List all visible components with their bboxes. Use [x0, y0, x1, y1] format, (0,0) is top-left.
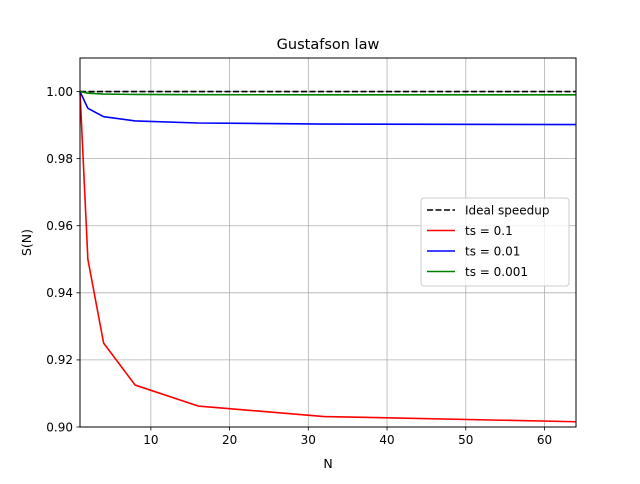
y-axis-label: S(N) — [19, 229, 34, 256]
legend-label: ts = 0.1 — [465, 224, 513, 238]
x-axis-label: N — [323, 456, 332, 471]
legend-label: ts = 0.01 — [465, 244, 520, 258]
x-tick-label: 60 — [537, 433, 552, 447]
axis-ticks: 10 20 30 40 50 60 0.90 0.92 0.94 0.96 0.98 1.00 — [46, 85, 552, 447]
chart-title: Gustafson law — [277, 37, 380, 53]
legend-label: Ideal speedup — [465, 203, 550, 217]
plot-frame — [79, 57, 577, 428]
x-tick-label: 20 — [222, 433, 237, 447]
legend-label: ts = 0.001 — [465, 265, 528, 279]
y-tick-label: 0.92 — [46, 353, 73, 367]
series-line — [79, 90, 577, 96]
series-line — [79, 91, 577, 126]
x-tick-label: 50 — [458, 433, 473, 447]
x-tick-label: 10 — [143, 433, 158, 447]
legend-box — [420, 197, 570, 287]
series-lines — [79, 90, 577, 423]
y-tick-label: 0.98 — [46, 152, 73, 166]
y-tick-label: 1.00 — [46, 85, 73, 99]
y-tick-label: 0.96 — [46, 219, 73, 233]
y-tick-label: 0.90 — [46, 420, 73, 434]
series-line — [79, 91, 577, 423]
x-tick-label: 30 — [301, 433, 316, 447]
y-tick-label: 0.94 — [46, 286, 73, 300]
legend: Ideal speedup ts = 0.1 ts = 0.01 ts = 0.001 — [420, 197, 570, 287]
x-tick-label: 40 — [379, 433, 394, 447]
